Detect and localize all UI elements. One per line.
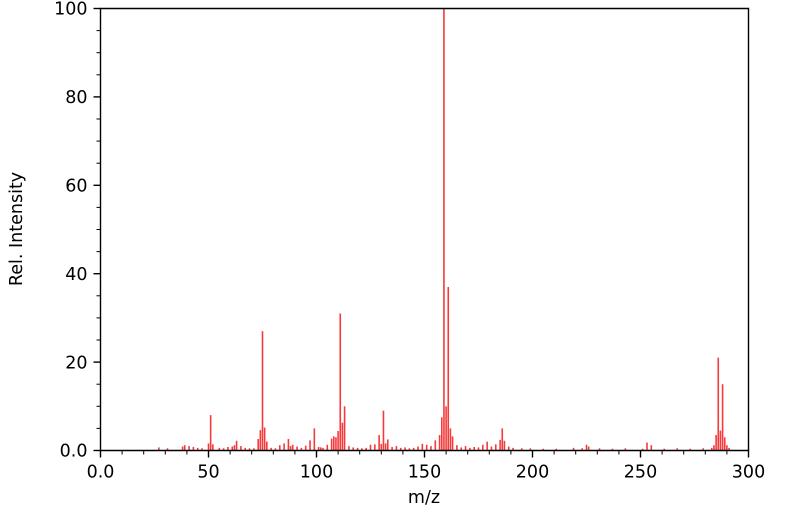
- y-tick-label: 20: [65, 353, 87, 373]
- plot-frame: [99, 7, 750, 452]
- x-tick-label: 300: [732, 463, 765, 483]
- y-tick-label: 0.0: [60, 442, 88, 462]
- x-tick-label: 0.0: [87, 463, 115, 483]
- axis-tick-labels: 0.0 50 100 150 200 250 300 0.0 20 40 60 80 100: [54, 0, 765, 483]
- y-tick-label: 100: [54, 0, 87, 20]
- x-axis-label: m/z: [408, 488, 440, 508]
- axes-frame: [99, 7, 750, 452]
- x-tick-label: 100: [300, 463, 333, 483]
- x-tick-label: 250: [624, 463, 657, 483]
- x-tick-label: 50: [197, 463, 219, 483]
- x-tick-label: 150: [408, 463, 441, 483]
- axis-ticks: [93, 7, 750, 458]
- y-axis-label: Rel. Intensity: [7, 172, 27, 286]
- spectrum-peaks: [158, 8, 730, 451]
- y-tick-label: 40: [65, 265, 87, 285]
- x-tick-label: 200: [516, 463, 549, 483]
- y-tick-label: 60: [65, 177, 87, 197]
- y-tick-label: 80: [65, 88, 87, 108]
